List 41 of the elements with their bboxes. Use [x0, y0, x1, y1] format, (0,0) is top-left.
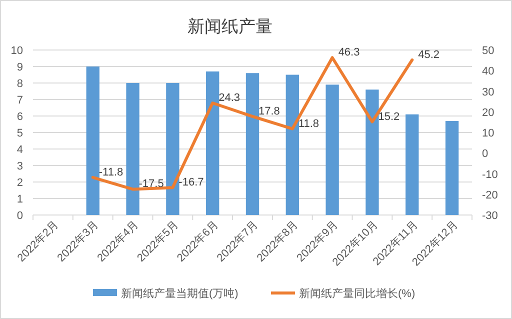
bar: [166, 83, 180, 215]
bar: [326, 84, 339, 215]
bar: [86, 66, 100, 215]
data-label: 17.8: [258, 105, 280, 118]
y-tick-label: 4: [16, 144, 23, 156]
y2-tick-label: 40: [482, 66, 494, 78]
legend-label: 新闻纸产量同比增长(%): [299, 287, 416, 300]
data-label: 45.2: [418, 48, 440, 61]
data-label: 11.8: [298, 118, 320, 130]
bar: [206, 71, 220, 215]
y-tick-label: 5: [16, 128, 23, 140]
y2-tick-label: 50: [482, 45, 494, 57]
bar: [286, 74, 299, 215]
data-label: 15.2: [378, 110, 400, 123]
legend-label: 新闻纸产量当期值(万吨): [121, 287, 238, 300]
bar: [246, 73, 260, 215]
data-label: 24.3: [218, 92, 240, 104]
bar: [445, 120, 459, 215]
data-label: 46.3: [338, 46, 360, 59]
chart-title: 新闻纸产量: [188, 17, 272, 36]
y-tick-label: 0: [16, 210, 23, 222]
y-tick-label: 10: [10, 45, 23, 57]
y-tick-label: 1: [16, 194, 23, 206]
y2-tick-label: -10: [482, 168, 498, 181]
bar: [406, 114, 419, 215]
y-tick-label: 3: [16, 160, 23, 172]
y-tick-label: 6: [16, 111, 23, 123]
y-tick-label: 7: [16, 94, 23, 106]
y2-tick-label: 0: [482, 148, 488, 160]
y2-tick-label: -20: [482, 189, 498, 202]
bar: [126, 83, 140, 215]
bar: [366, 90, 379, 215]
y2-tick-label: 20: [482, 106, 494, 119]
y-tick-label: 2: [16, 177, 23, 189]
y2-tick-label: 10: [482, 128, 494, 140]
y-tick-label: 8: [16, 78, 23, 90]
line-series: [91, 56, 414, 191]
y-tick-label: 9: [16, 62, 23, 74]
y2-tick-label: -30: [482, 210, 498, 222]
data-label: -16.7: [178, 176, 204, 189]
y2-tick-label: 30: [482, 86, 494, 98]
